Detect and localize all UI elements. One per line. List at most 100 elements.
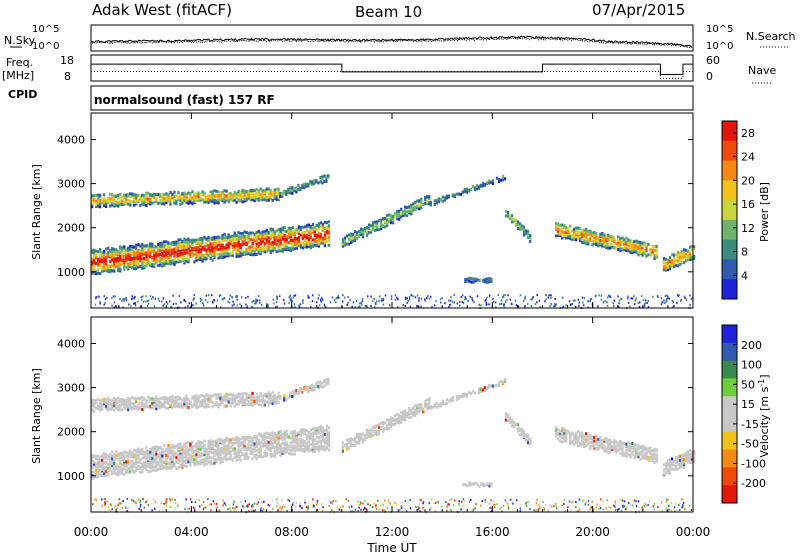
echo-cell (617, 295, 619, 298)
echo-cell (563, 223, 566, 227)
echo-cell (299, 437, 302, 441)
echo-cell (313, 442, 316, 446)
echo-cell (243, 199, 246, 203)
echo-cell (579, 444, 582, 447)
echo-cell (151, 201, 154, 205)
echo-cell (311, 226, 314, 230)
echo-cell (201, 461, 204, 465)
echo-cell (203, 197, 206, 201)
echo-cell (288, 301, 290, 304)
echo-cell (151, 397, 154, 401)
echo-cell (195, 258, 198, 262)
echo-cell (255, 231, 258, 234)
echo-cell (155, 399, 158, 403)
echo-cell (101, 255, 104, 259)
echo-cell (245, 454, 248, 458)
echo-cell (123, 299, 125, 302)
echo-cell (235, 453, 238, 457)
echo-cell (303, 242, 306, 246)
echo-cell (167, 261, 170, 265)
echo-cell (249, 191, 252, 195)
echo-cell (530, 298, 532, 301)
echo-cell (319, 444, 323, 448)
echo-cell (267, 444, 270, 448)
echo-cell (155, 245, 158, 249)
echo-cell (195, 251, 198, 255)
echo-cell (129, 469, 132, 473)
echo-cell (141, 257, 144, 261)
echo-cell (285, 435, 288, 439)
echo-cell (247, 231, 250, 235)
echo-cell (149, 244, 152, 248)
echo-cell (520, 427, 524, 431)
echo-cell (183, 242, 186, 246)
echo-cell (221, 460, 224, 463)
echo-cell (295, 242, 298, 246)
echo-cell (97, 193, 100, 197)
echo-cell (371, 433, 375, 437)
echo-cell (261, 397, 264, 401)
echo-cell (149, 252, 152, 256)
echo-cell (259, 441, 262, 445)
echo-cell (685, 258, 688, 262)
echo-cell (207, 294, 210, 296)
echo-cell (115, 194, 118, 198)
echo-cell (109, 254, 112, 258)
echo-cell (307, 182, 310, 186)
echo-cell (255, 246, 258, 249)
echo-cell (563, 431, 566, 435)
echo-cell (275, 229, 278, 233)
echo-cell (184, 300, 187, 303)
colorbar-swatch (722, 239, 737, 260)
echo-cell (253, 199, 256, 203)
echo-cell (159, 263, 162, 267)
echo-cell (273, 197, 276, 201)
echo-cell (575, 441, 578, 445)
echo-cell (283, 243, 286, 247)
echo-cell (219, 244, 222, 248)
echo-cell (173, 400, 176, 403)
echo-cell (215, 252, 218, 256)
echo-cell (117, 408, 120, 412)
echo-cell (571, 235, 574, 239)
echo-cell (416, 294, 419, 297)
echo-cell (241, 395, 244, 399)
echo-cell (175, 467, 178, 470)
echo-cell (388, 219, 391, 223)
echo-cell (245, 452, 248, 456)
echo-cell (95, 253, 98, 257)
echo-cell (579, 239, 582, 242)
echo-cell (149, 461, 152, 464)
echo-cell (203, 256, 206, 260)
echo-cell (311, 300, 314, 302)
echo-cell (187, 201, 190, 205)
echo-cell (360, 302, 362, 305)
echo-cell (129, 199, 132, 203)
echo-cell (279, 227, 282, 231)
echo-cell (667, 296, 669, 299)
echo-cell (607, 246, 610, 250)
echo-cell (323, 384, 326, 388)
echo-cell (372, 300, 374, 303)
echo-cell (341, 238, 345, 242)
echo-cell (668, 256, 672, 260)
echo-cell (121, 199, 124, 203)
echo-cell (311, 238, 314, 242)
echo-cell (129, 265, 132, 269)
echo-cell (303, 445, 306, 448)
echo-cell (607, 243, 610, 246)
echo-cell (123, 455, 126, 459)
echo-cell (629, 242, 632, 245)
echo-cell (611, 445, 614, 449)
echo-cell (297, 442, 300, 446)
echo-cell (243, 230, 246, 234)
echo-cell (111, 399, 114, 403)
echo-cell (113, 453, 116, 457)
echo-cell (265, 195, 268, 199)
echo-cell (255, 399, 258, 402)
echo-cell (618, 299, 621, 302)
echo-cell (179, 442, 182, 446)
echo-cell (561, 432, 564, 436)
echo-cell (587, 442, 590, 446)
echo-cell (101, 251, 104, 255)
